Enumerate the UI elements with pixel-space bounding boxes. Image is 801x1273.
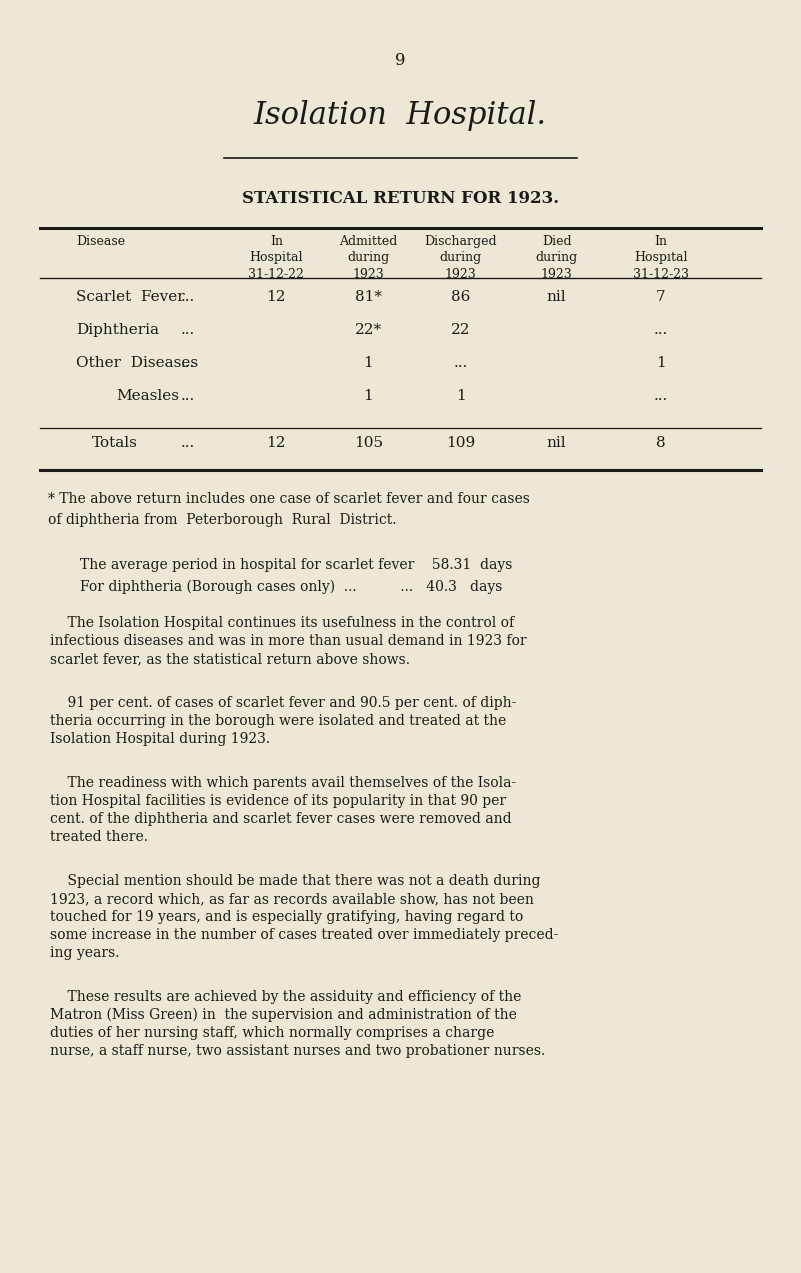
Text: 9: 9	[395, 52, 406, 69]
Text: some increase in the number of cases treated over immediately preced-: some increase in the number of cases tre…	[50, 928, 558, 942]
Text: In
Hospıtal
31-12-23: In Hospıtal 31-12-23	[633, 236, 689, 281]
Text: of diphtheria from  Peterborough  Rural  District.: of diphtheria from Peterborough Rural Di…	[48, 513, 396, 527]
Text: Matron (Miss Green) in  the supervision and administration of the: Matron (Miss Green) in the supervision a…	[50, 1008, 517, 1022]
Text: 1: 1	[364, 356, 373, 370]
Text: 12: 12	[267, 290, 286, 304]
Text: treated there.: treated there.	[50, 830, 147, 844]
Text: 22: 22	[451, 323, 470, 337]
Text: 1: 1	[456, 390, 465, 404]
Text: ...: ...	[180, 356, 195, 370]
Text: scarlet fever, as the statistical return above shows.: scarlet fever, as the statistical return…	[50, 652, 409, 666]
Text: theria occurring in the borough were isolated and treated at the: theria occurring in the borough were iso…	[50, 714, 506, 728]
Text: In
Hospital
31-12-22: In Hospital 31-12-22	[248, 236, 304, 281]
Text: nurse, a staff nurse, two assistant nurses and two probationer nurses.: nurse, a staff nurse, two assistant nurs…	[50, 1044, 545, 1058]
Text: 22*: 22*	[355, 323, 382, 337]
Text: ...: ...	[180, 323, 195, 337]
Text: 1923, a record which, as far as records available show, has not been: 1923, a record which, as far as records …	[50, 892, 533, 906]
Text: Diphtheria: Diphtheria	[76, 323, 159, 337]
Text: * The above return includes one case of scarlet fever and four cases: * The above return includes one case of …	[48, 491, 530, 505]
Text: The readiness with which parents avail themselves of the Isola-: The readiness with which parents avail t…	[50, 777, 516, 791]
Text: ...: ...	[180, 435, 195, 449]
Text: ...: ...	[180, 290, 195, 304]
Text: For diphtheria (Borough cases only)  ...          ...   40.3   days: For diphtheria (Borough cases only) ... …	[80, 580, 502, 594]
Text: tion Hospital facilities is evidence of its popularity in that 90 per: tion Hospital facilities is evidence of …	[50, 794, 505, 808]
Text: 12: 12	[267, 435, 286, 449]
Text: 105: 105	[354, 435, 383, 449]
Text: The Isolation Hospital continues its usefulness in the control of: The Isolation Hospital continues its use…	[50, 616, 513, 630]
Text: Totals: Totals	[92, 435, 138, 449]
Text: cent. of the diphtheria and scarlet fever cases were removed and: cent. of the diphtheria and scarlet feve…	[50, 812, 511, 826]
Text: nil: nil	[547, 435, 566, 449]
Text: infectious diseases and was in more than usual demand in 1923 for: infectious diseases and was in more than…	[50, 634, 526, 648]
Text: 81*: 81*	[355, 290, 382, 304]
Text: 1: 1	[656, 356, 666, 370]
Text: ...: ...	[654, 323, 668, 337]
Text: Died
during
1923: Died during 1923	[536, 236, 578, 281]
Text: STATISTICAL RETURN FOR 1923.: STATISTICAL RETURN FOR 1923.	[242, 190, 559, 207]
Text: The average period in hospital for scarlet fever    58.31  days: The average period in hospital for scarl…	[80, 558, 513, 572]
Text: duties of her nursing staff, which normally comprises a charge: duties of her nursing staff, which norma…	[50, 1026, 494, 1040]
Text: 7: 7	[656, 290, 666, 304]
Text: Isolation Hospital during 1923.: Isolation Hospital during 1923.	[50, 732, 270, 746]
Text: nil: nil	[547, 290, 566, 304]
Text: 1: 1	[364, 390, 373, 404]
Text: 109: 109	[446, 435, 475, 449]
Text: These results are achieved by the assiduity and efficiency of the: These results are achieved by the assidu…	[50, 990, 521, 1004]
Text: ing years.: ing years.	[50, 946, 119, 960]
Text: 8: 8	[656, 435, 666, 449]
Text: ...: ...	[654, 390, 668, 404]
Text: 91 per cent. of cases of scarlet fever and 90.5 per cent. of diph-: 91 per cent. of cases of scarlet fever a…	[50, 696, 516, 710]
Text: Special mention should be made that there was not a death during: Special mention should be made that ther…	[50, 875, 540, 889]
Text: touched for 19 years, and is especially gratifying, having regard to: touched for 19 years, and is especially …	[50, 910, 523, 924]
Text: ...: ...	[180, 390, 195, 404]
Text: Disease: Disease	[76, 236, 125, 248]
Text: Discharged
during
1923: Discharged during 1923	[425, 236, 497, 281]
Text: ...: ...	[453, 356, 468, 370]
Text: Other  Diseases: Other Diseases	[76, 356, 198, 370]
Text: Isolation  Hospital.: Isolation Hospital.	[254, 101, 547, 131]
Text: Measles: Measles	[116, 390, 179, 404]
Text: 86: 86	[451, 290, 470, 304]
Text: Admitted
during
1923: Admitted during 1923	[340, 236, 397, 281]
Text: Scarlet  Fever: Scarlet Fever	[76, 290, 185, 304]
